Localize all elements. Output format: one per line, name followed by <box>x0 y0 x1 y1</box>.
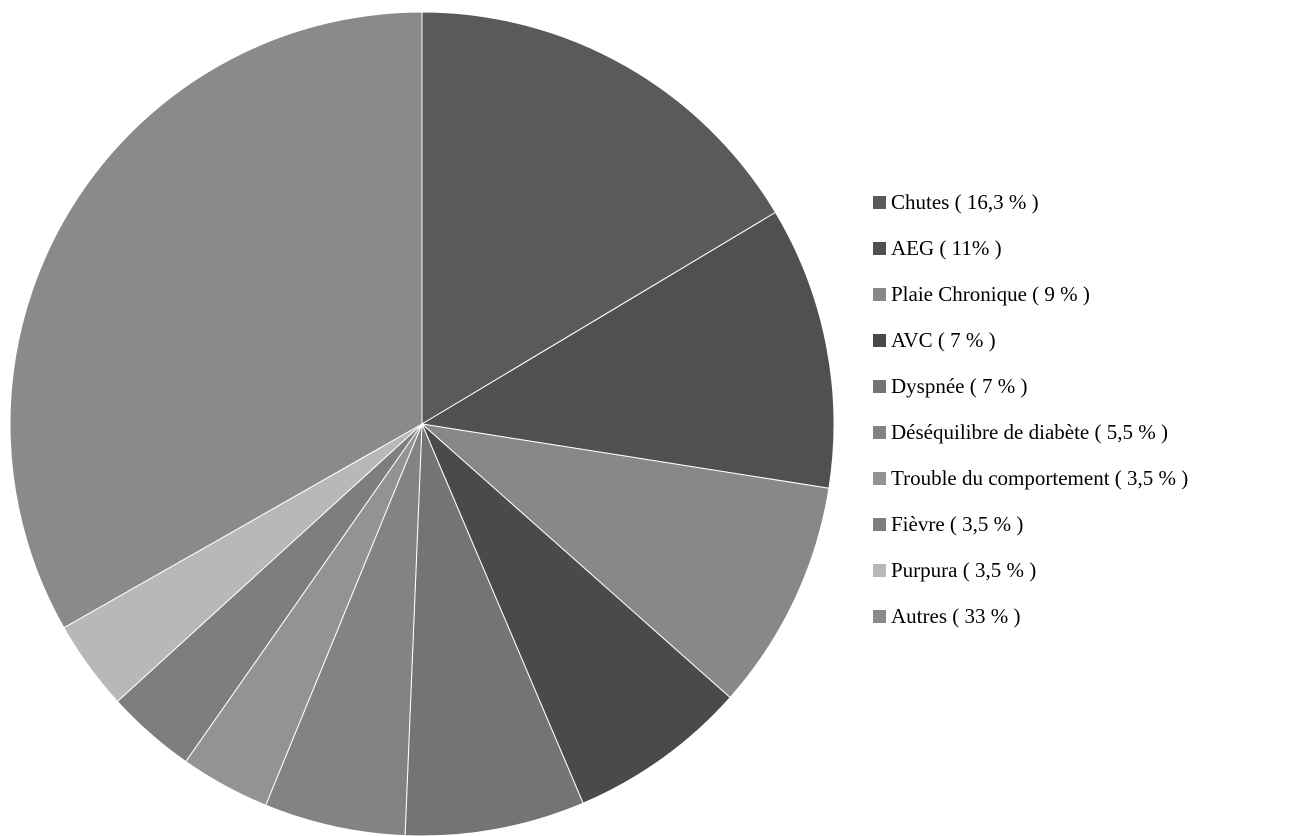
legend-label: Dyspnée ( 7 % ) <box>891 373 1028 398</box>
legend-swatch <box>873 563 886 577</box>
legend-label: Autres ( 33 % ) <box>891 603 1021 628</box>
legend-swatch <box>873 333 886 347</box>
legend-swatch <box>873 609 886 623</box>
legend-item: AEG ( 11% ) <box>873 225 1188 271</box>
pie-slice-9 <box>9 11 423 629</box>
legend-label: Trouble du comportement ( 3,5 % ) <box>891 465 1189 490</box>
legend-label: AEG ( 11% ) <box>891 235 1002 260</box>
pie-slice-1 <box>420 211 835 489</box>
legend-swatch <box>873 425 886 439</box>
legend-item: Purpura ( 3,5 % ) <box>873 547 1188 593</box>
legend-item: Plaie Chronique ( 9 % ) <box>873 271 1188 317</box>
pie-slice-2 <box>420 423 830 699</box>
legend-item: AVC ( 7 % ) <box>873 317 1188 363</box>
legend-item: Trouble du comportement ( 3,5 % ) <box>873 455 1188 501</box>
pie-slice-3 <box>421 423 731 804</box>
pie-slice-0 <box>421 11 777 425</box>
legend-label: Fièvre ( 3,5 % ) <box>891 511 1024 536</box>
legend-swatch <box>873 241 886 255</box>
pie-slice-5 <box>265 423 423 836</box>
legend-item: Fièvre ( 3,5 % ) <box>873 501 1188 547</box>
legend-swatch <box>873 287 886 301</box>
legend-swatch <box>873 379 886 393</box>
legend-label: Purpura ( 3,5 % ) <box>891 557 1037 582</box>
legend-label: Chutes ( 16,3 % ) <box>891 189 1039 214</box>
legend-label: Déséquilibre de diabète ( 5,5 % ) <box>891 419 1168 444</box>
legend-item: Dyspnée ( 7 % ) <box>873 363 1188 409</box>
legend-item: Chutes ( 16,3 % ) <box>873 179 1188 225</box>
legend-label: AVC ( 7 % ) <box>891 327 996 352</box>
legend-item: Autres ( 33 % ) <box>873 593 1188 639</box>
legend-label: Plaie Chronique ( 9 % ) <box>891 281 1090 306</box>
legend-item: Déséquilibre de diabète ( 5,5 % ) <box>873 409 1188 455</box>
legend-swatch <box>873 471 886 485</box>
legend: Chutes ( 16,3 % ) AEG ( 11% ) Plaie Chroni… <box>873 179 1188 639</box>
pie-slices <box>9 11 835 836</box>
legend-swatch <box>873 517 886 531</box>
legend-swatch <box>873 195 886 209</box>
